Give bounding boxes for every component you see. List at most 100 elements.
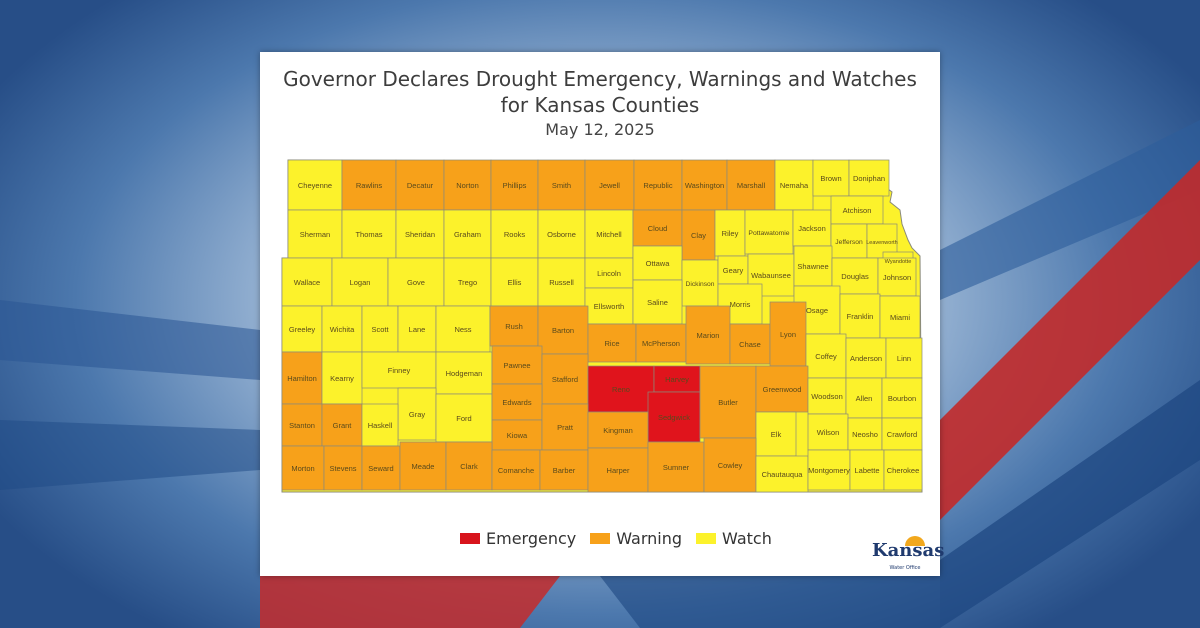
county-mcpherson [635,323,687,363]
county-label-norton: Norton [456,181,479,190]
county-label-crawford: Crawford [887,430,917,439]
county-label-geary: Geary [723,266,744,275]
county-label-smith: Smith [552,181,571,190]
county-label-wilson: Wilson [817,428,840,437]
county-label-cowley: Cowley [718,461,743,470]
county-label-mcpherson: McPherson [642,339,680,348]
county-label-russell: Russell [549,278,574,287]
county-label-grant: Grant [333,421,353,430]
county-label-lane: Lane [409,325,426,334]
county-scott [361,305,399,353]
county-label-rice: Rice [604,339,619,348]
county-brown [812,159,850,197]
county-label-barton: Barton [552,326,574,335]
county-label-neosho: Neosho [852,430,878,439]
county-labels: Cheyenne Rawlins Decatur Norton Phillips Smit… [287,174,919,479]
county-clark [445,441,493,491]
county-marshall [726,159,776,211]
county-cherokee [883,449,923,491]
logo-subtext: Water Office [889,565,921,571]
county-morton [281,445,325,491]
county-label-clay: Clay [691,231,706,240]
county-label-republic: Republic [643,181,672,190]
logo-text: Kansas [872,540,945,561]
county-miami [879,295,921,339]
county-label-anderson: Anderson [850,354,882,363]
county-label-marion: Marion [697,331,720,340]
county-sumner [647,441,705,493]
county-label-shawnee: Shawnee [797,262,828,271]
county-rush [489,305,539,347]
county-franklin [839,293,881,339]
county-meade [399,441,447,491]
legend-item-emergency: Emergency [460,529,576,548]
county-label-osage: Osage [806,306,828,315]
county-label-ellis: Ellis [508,278,522,287]
county-label-leavenworth: Leavenworth [866,240,898,246]
county-label-johnson: Johnson [883,273,911,282]
title-line-2: for Kansas Counties [500,93,700,117]
county-rice [587,323,637,363]
county-label-kearny: Kearny [330,374,354,383]
county-geary [717,255,749,285]
county-label-elk: Elk [771,430,782,439]
county-label-seward: Seward [368,464,393,473]
legend-item-warning: Warning [590,529,682,548]
county-graham [443,209,492,259]
county-barber [539,449,589,491]
county-pratt [541,403,589,451]
county-label-montgomery: Montgomery [808,466,850,475]
sun-icon [905,536,925,546]
county-coffey [805,333,847,379]
county-label-doniphan: Doniphan [853,174,885,183]
legend-swatch-watch [696,532,717,544]
county-label-allen: Allen [856,394,873,403]
county-label-pratt: Pratt [557,423,574,432]
county-hamilton [281,351,323,405]
legend-swatch-warning [590,532,611,544]
county-label-gove: Gove [407,278,425,287]
county-label-harper: Harper [607,466,630,475]
county-label-rooks: Rooks [504,230,526,239]
county-pottawatomie [744,209,794,255]
county-nemaha [774,159,814,211]
county-label-thomas: Thomas [355,230,382,239]
legend-swatch-emergency [460,532,480,544]
county-label-franklin: Franklin [847,312,874,321]
county-mitchell [584,209,634,259]
county-pawnee [491,345,543,385]
county-label-chautauqua: Chautauqua [762,470,804,479]
county-label-osborne: Osborne [547,230,576,239]
county-jewell [584,159,635,211]
county-cowley [703,437,757,493]
county-label-stafford: Stafford [552,375,578,384]
county-anderson [845,337,887,379]
county-label-sherman: Sherman [300,230,330,239]
county-label-jewell: Jewell [599,181,620,190]
county-marion [685,305,731,365]
county-label-edwards: Edwards [502,398,531,407]
county-label-decatur: Decatur [407,181,434,190]
county-label-labette: Labette [854,466,879,475]
county-cheyenne [287,159,343,211]
county-jefferson [830,223,868,259]
county-ellis [490,257,539,307]
county-kingman [587,411,649,449]
county-label-sheridan: Sheridan [405,230,435,239]
county-label-pawnee: Pawnee [503,361,530,370]
county-label-hodgeman: Hodgeman [446,369,483,378]
county-label-bourbon: Bourbon [888,394,916,403]
county-label-wallace: Wallace [294,278,320,287]
county-ellsworth [584,287,634,325]
county-label-miami: Miami [890,313,910,322]
map-legend: Emergency Warning Watch [460,526,786,550]
county-lyon [769,301,807,367]
county-trego [443,257,492,307]
county-label-nemaha: Nemaha [780,181,809,190]
kansas-county-map: Cheyenne Rawlins Decatur Norton Phillips Smit… [281,159,923,493]
county-atchison [830,195,884,225]
county-label-wabaunsee: Wabaunsee [751,271,791,280]
county-lane [397,305,437,353]
county-cells [281,159,923,493]
